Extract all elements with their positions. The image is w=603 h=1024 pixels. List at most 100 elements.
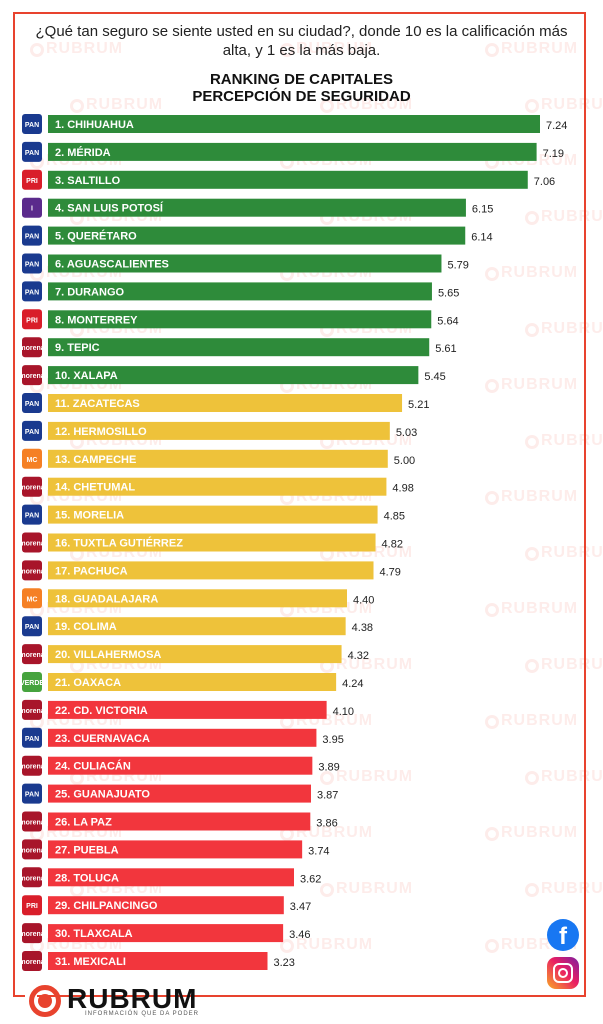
bar xyxy=(48,366,419,385)
facebook-icon[interactable]: f xyxy=(547,919,579,951)
bar-value-label: 5.45 xyxy=(424,371,445,383)
bar xyxy=(48,533,376,552)
bar-row: PRI 3. SALTILLO 7.06 xyxy=(22,169,555,190)
bar-row: morena 24. CULIACÁN 3.89 xyxy=(19,755,340,776)
brand-ring-icon xyxy=(29,985,61,1017)
bar-category-label: 27. PUEBLA xyxy=(55,844,119,856)
party-logo-label: morena xyxy=(19,875,44,882)
bar-row: PAN 25. GUANAJUATO 3.87 xyxy=(22,783,338,804)
bar-row: PRI 8. MONTERREY 5.64 xyxy=(22,309,459,330)
party-logo-icon xyxy=(22,253,42,274)
bar-value-label: 5.61 xyxy=(435,343,456,355)
bar-category-label: 2. MÉRIDA xyxy=(55,146,111,159)
party-logo-icon xyxy=(22,420,42,441)
party-logo-icon xyxy=(22,727,42,748)
party-logo-label: PRI xyxy=(26,178,38,185)
party-logo-icon xyxy=(22,141,42,162)
bar-category-label: 24. CULIACÁN xyxy=(55,760,131,773)
party-logo-icon xyxy=(22,281,42,302)
bar-category-label: 9. TEPIC xyxy=(55,342,100,354)
bar-category-label: 17. PACHUCA xyxy=(55,565,128,577)
party-logo-label: PAN xyxy=(25,624,39,631)
bar-value-label: 4.85 xyxy=(384,511,405,523)
party-logo-label: morena xyxy=(19,568,44,575)
bar-category-label: 5. QUERÉTARO xyxy=(55,230,137,243)
bar-row: PAN 23. CUERNAVACA 3.95 xyxy=(22,727,344,748)
party-logo-label: morena xyxy=(19,931,44,938)
bar xyxy=(48,505,378,524)
bar-category-label: 7. DURANGO xyxy=(55,286,125,298)
party-logo-label: PAN xyxy=(25,122,39,129)
bar-value-label: 4.82 xyxy=(382,539,403,551)
bar-category-label: 19. COLIMA xyxy=(55,621,117,633)
bar xyxy=(48,142,537,161)
party-logo-label: morena xyxy=(19,708,44,715)
bar xyxy=(48,812,311,831)
bar xyxy=(48,952,268,970)
bar-category-label: 23. CUERNAVACA xyxy=(55,733,150,745)
bar-row: PAN 7. DURANGO 5.65 xyxy=(22,281,459,302)
brand-logo: RUBRUM INFORMACIÓN QUE DA PODER xyxy=(25,983,198,1021)
page-frame xyxy=(13,12,586,997)
bar-value-label: 4.24 xyxy=(342,678,363,690)
party-logo-label: PAN xyxy=(25,429,39,436)
bar xyxy=(48,421,390,440)
bar-row: morena 9. TEPIC 5.61 xyxy=(19,337,457,358)
bar-category-label: 11. ZACATECAS xyxy=(55,398,140,410)
bar-row: morena 14. CHETUMAL 4.98 xyxy=(19,476,414,497)
bar-value-label: 5.79 xyxy=(447,260,468,272)
bar-value-label: 6.14 xyxy=(471,232,492,244)
bar-row: MC 18. GUADALAJARA 4.40 xyxy=(22,588,374,609)
bar xyxy=(48,896,284,915)
party-logo-icon xyxy=(22,867,42,888)
bar-row: morena 26. LA PAZ 3.86 xyxy=(19,811,338,832)
bar-value-label: 4.38 xyxy=(352,622,373,634)
bar xyxy=(48,645,342,664)
bar xyxy=(48,254,442,273)
instagram-icon[interactable] xyxy=(547,957,579,989)
bar-row: PAN 19. COLIMA 4.38 xyxy=(22,616,373,637)
party-logo-icon xyxy=(22,169,42,190)
party-logo-icon xyxy=(22,337,42,358)
party-logo-icon xyxy=(22,225,42,246)
bar-category-label: 8. MONTERREY xyxy=(55,314,138,326)
bar-row: MC 13. CAMPECHE 5.00 xyxy=(22,448,415,469)
party-logo-label: PAN xyxy=(25,289,39,296)
bar-category-label: 28. TOLUCA xyxy=(55,872,119,884)
bar-row: morena 16. TUXTLA GUTIÉRREZ 4.82 xyxy=(19,532,403,553)
party-logo-label: morena xyxy=(19,764,44,771)
bar-category-label: 30. TLAXCALA xyxy=(55,928,133,940)
bar-category-label: 25. GUANAJUATO xyxy=(55,789,150,801)
bar-row: morena 10. XALAPA 5.45 xyxy=(19,365,446,386)
bar xyxy=(48,477,387,496)
party-logo-icon xyxy=(22,393,42,413)
bar xyxy=(48,310,432,329)
party-logo-label: morena xyxy=(19,485,44,492)
bar-value-label: 7.19 xyxy=(543,148,564,160)
party-logo-icon xyxy=(22,923,42,944)
bar-category-label: 10. XALAPA xyxy=(55,370,118,382)
party-logo-icon xyxy=(22,504,42,525)
bar xyxy=(48,115,540,133)
party-logo-icon xyxy=(22,699,42,720)
bar-category-label: 22. CD. VICTORIA xyxy=(55,705,148,717)
party-logo-label: morena xyxy=(19,820,44,827)
bar-row: morena 27. PUEBLA 3.74 xyxy=(19,839,330,860)
bar-value-label: 3.46 xyxy=(289,929,310,941)
party-logo-icon xyxy=(22,783,42,804)
bar-row: I 4. SAN LUIS POTOSÍ 6.15 xyxy=(22,197,493,218)
bar-category-label: 14. CHETUMAL xyxy=(55,482,135,494)
brand-name: RUBRUM xyxy=(67,983,198,1014)
bar-row: PAN 1. CHIHUAHUA 7.24 xyxy=(22,114,567,134)
party-logo-label: morena xyxy=(19,373,44,380)
bar-value-label: 7.24 xyxy=(546,120,567,132)
party-logo-icon xyxy=(22,839,42,860)
party-logo-icon xyxy=(22,476,42,497)
bar-row: VERDE 21. OAXACA 4.24 xyxy=(20,672,364,692)
bar xyxy=(48,756,313,775)
party-logo-icon xyxy=(22,309,42,330)
party-logo-icon xyxy=(22,672,42,692)
party-logo-label: PAN xyxy=(25,792,39,799)
bar xyxy=(48,394,403,412)
